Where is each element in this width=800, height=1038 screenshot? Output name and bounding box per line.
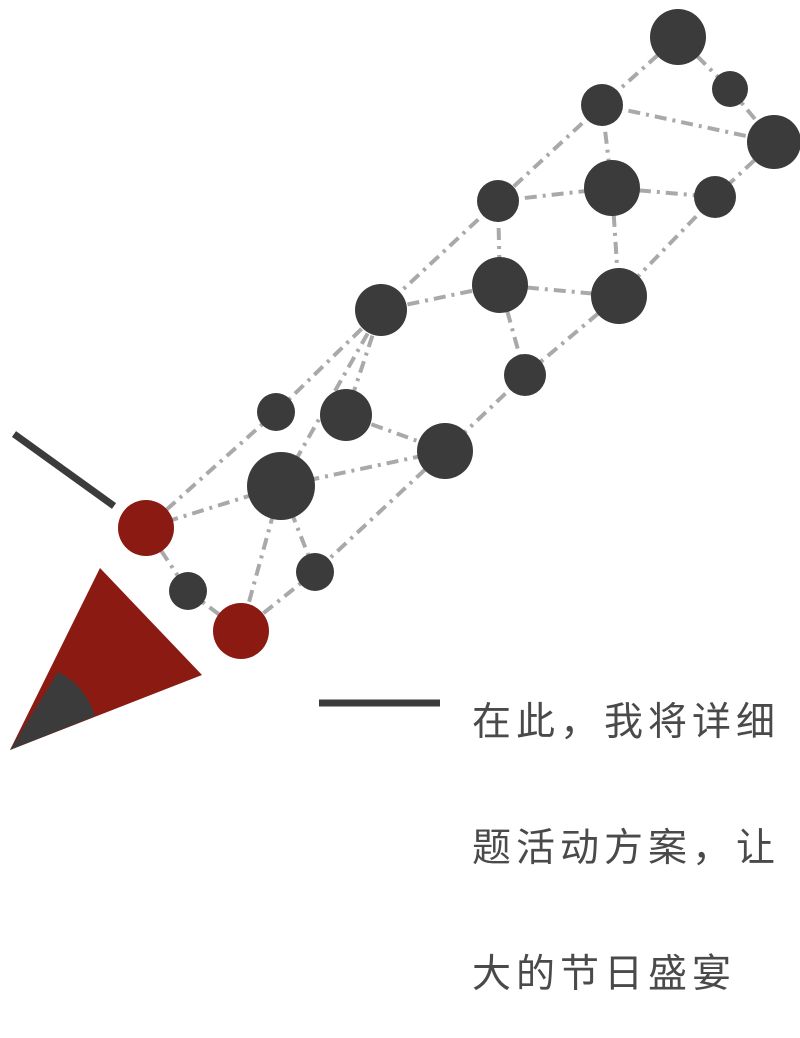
network-edge [239, 570, 317, 633]
network-node [296, 553, 334, 591]
diagonal-rule [11, 431, 117, 509]
pencil-tip [10, 672, 95, 750]
network-node [694, 176, 736, 218]
network-edge [496, 103, 604, 203]
network-edge [313, 449, 447, 574]
network-node-accent [118, 500, 174, 556]
caption-text: 在此，我将详细 题活动方案，让 大的节日盛宴 [472, 618, 780, 1038]
network-node [417, 423, 473, 479]
network-edge [601, 103, 775, 144]
network-nodes [118, 9, 800, 659]
caption-line-3: 大的节日盛宴 [472, 952, 737, 997]
network-node [504, 354, 546, 396]
network-node [257, 393, 295, 431]
network-edge [144, 410, 278, 530]
network-edges [144, 35, 776, 633]
network-node [169, 572, 207, 610]
network-edge [274, 308, 383, 414]
network-node [712, 71, 748, 107]
network-node [581, 84, 623, 126]
pencil-icon [10, 568, 202, 750]
network-node [477, 180, 519, 222]
network-node [355, 284, 407, 336]
network-node [584, 160, 640, 216]
network-edge [279, 485, 317, 573]
network-node [650, 9, 706, 65]
caption-line-2: 题活动方案，让 [472, 826, 781, 871]
network-edge [498, 284, 527, 376]
network-node [472, 257, 528, 313]
network-node [747, 115, 800, 169]
caption-line-1: 在此，我将详细 [472, 700, 781, 745]
network-node [591, 268, 647, 324]
network-node [247, 452, 315, 520]
network-node-accent [213, 603, 269, 659]
pencil-network-illustration [10, 9, 800, 750]
network-node [320, 389, 372, 441]
